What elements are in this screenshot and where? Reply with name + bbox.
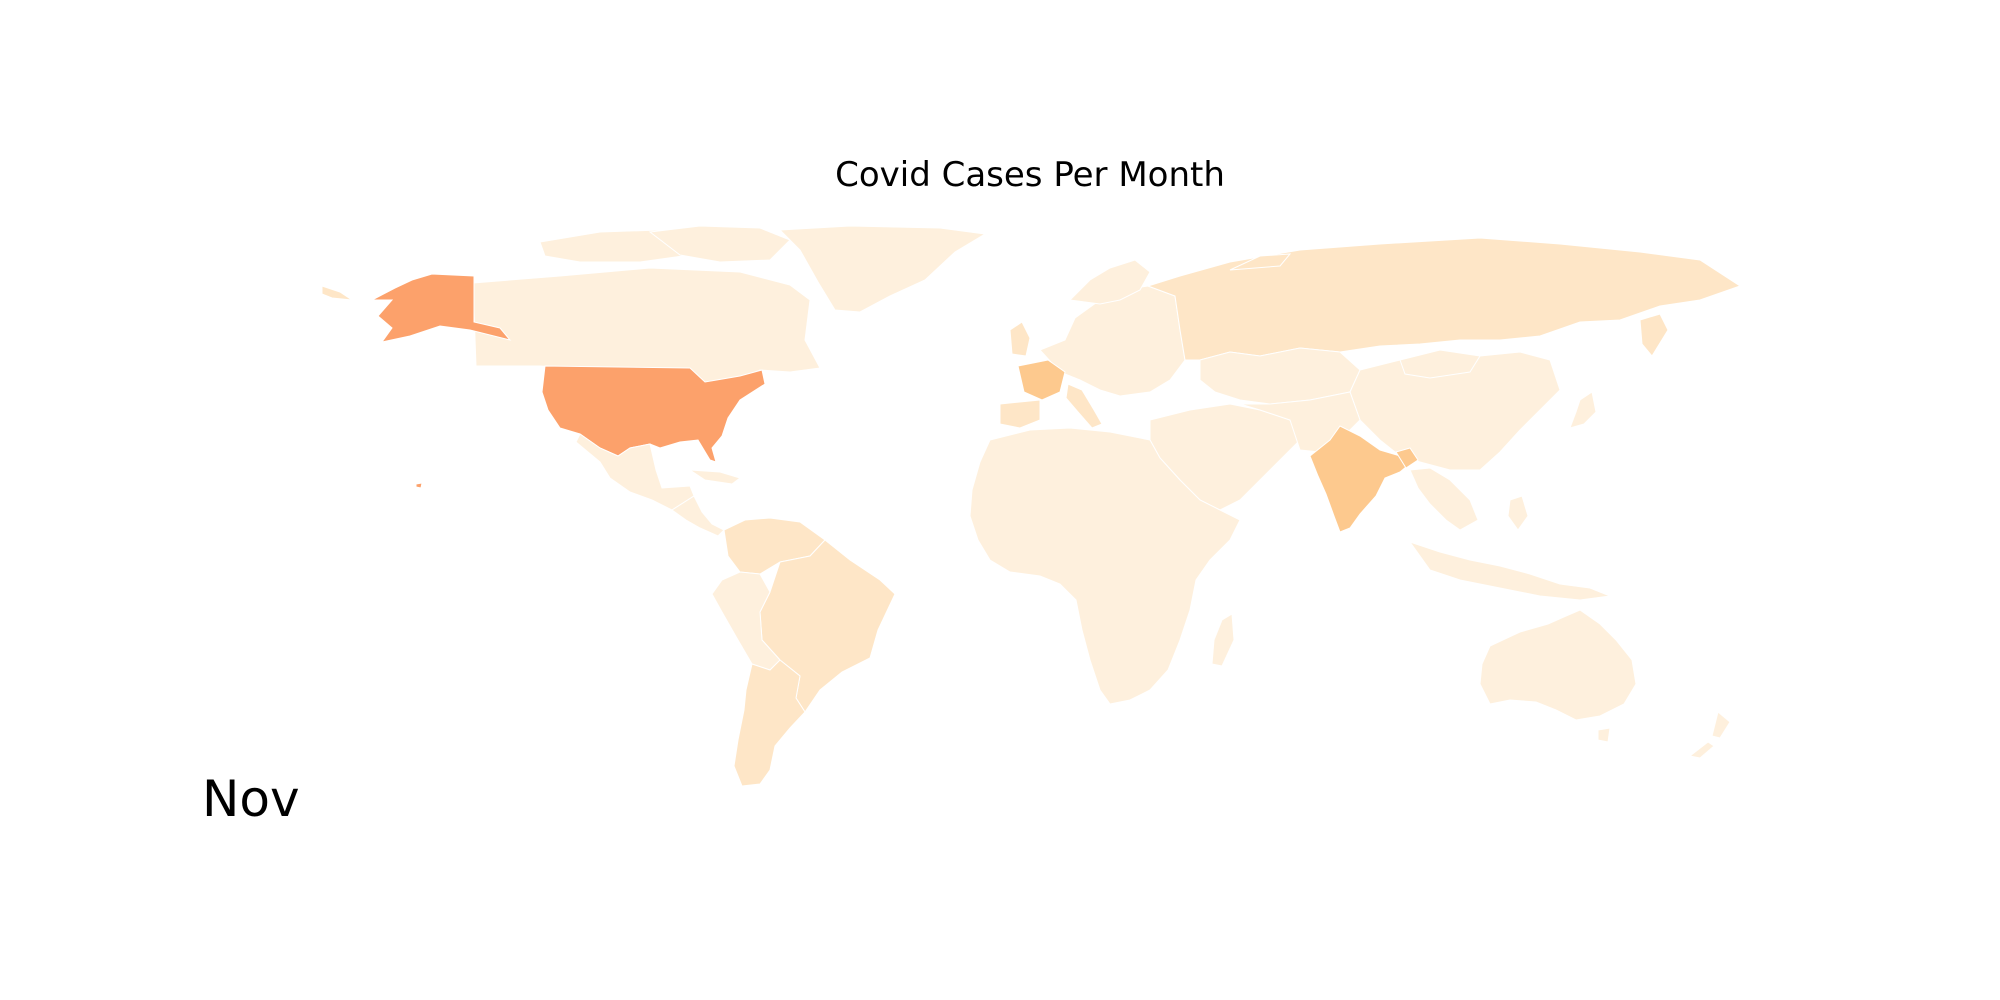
country-greenland [778, 225, 987, 313]
country-spain [999, 399, 1041, 429]
country-mongolia [1399, 349, 1481, 379]
country-indonesia [1408, 541, 1612, 601]
country-united-states [541, 365, 766, 463]
country-india [1309, 425, 1413, 533]
country-scandinavia [1068, 259, 1151, 305]
map-title: Covid Cases Per Month [835, 155, 1225, 195]
country-russia-islands [1229, 253, 1292, 271]
country-united-kingdom [1009, 321, 1031, 357]
country-madagascar [1211, 613, 1235, 667]
country-southeast-asia [1409, 467, 1479, 531]
country-japan [1569, 391, 1597, 429]
country-new-zealand [1688, 711, 1731, 759]
country-australia [1479, 609, 1637, 721]
country-canada-islands-north [648, 225, 791, 263]
country-philippines [1507, 495, 1529, 531]
country-africa [969, 427, 1241, 705]
country-alaska [371, 273, 512, 343]
country-russia-kamchatka [1639, 313, 1669, 357]
country-italy [1065, 383, 1103, 429]
country-argentina [733, 659, 806, 787]
month-label: Nov [202, 770, 300, 828]
country-tasmania [1597, 727, 1611, 743]
country-caribbean [688, 469, 742, 485]
country-hawaii [415, 482, 423, 489]
country-chukotka [321, 285, 353, 301]
country-france [1017, 359, 1066, 401]
country-bangladesh [1395, 447, 1419, 469]
